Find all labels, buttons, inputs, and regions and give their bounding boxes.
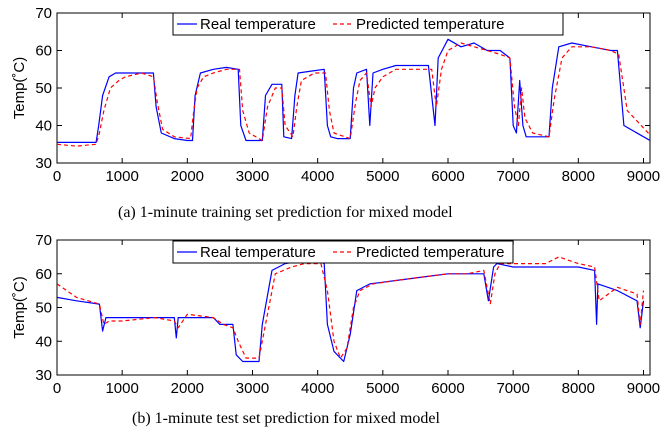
figure-caption: (b) 1-minute test set prediction for mix…	[132, 410, 440, 427]
chart-panel-b: 0 1000 2000 3000 4000 5000 6000 7000 8000 9000 30 4…	[11, 232, 660, 427]
y-tick-label: 70	[35, 5, 52, 22]
y-tick-label: 70	[35, 232, 52, 249]
legend-label: Real temperature	[200, 16, 316, 33]
series-line-real-temperature	[57, 38, 650, 143]
x-tick-label: 2000	[171, 168, 204, 185]
x-tick-label: 2000	[171, 380, 204, 397]
x-tick-label: 7000	[496, 168, 529, 185]
y-axis-label: Temp(˚C)	[11, 57, 28, 120]
x-tick-label: 7000	[496, 380, 529, 397]
legend-label: Real temperature	[200, 244, 316, 261]
legend-box	[172, 12, 564, 36]
y-tick-label: 40	[35, 333, 52, 350]
y-tick-label: 40	[35, 118, 52, 135]
x-tick-label: 5000	[366, 168, 399, 185]
x-tick-label: 1000	[105, 380, 138, 397]
x-tick-label: 5000	[366, 380, 399, 397]
y-tick-label: 30	[35, 155, 52, 172]
x-tick-label: 0	[53, 168, 61, 185]
x-tick-label: 3000	[236, 380, 269, 397]
x-tick-label: 9000	[627, 168, 660, 185]
x-tick-label: 9000	[627, 380, 660, 397]
x-tick-label: 0	[53, 380, 61, 397]
x-tick-label: 8000	[562, 168, 595, 185]
series-line-real-temperature	[57, 259, 645, 363]
series-line-predicted-temperature	[57, 256, 645, 359]
x-tick-label: 6000	[431, 168, 464, 185]
x-tick-label: 4000	[301, 380, 334, 397]
legend: Real temperature Predicted temperature	[172, 240, 514, 264]
y-tick-label: 30	[35, 367, 52, 384]
y-tick-label: 60	[35, 43, 52, 60]
legend-label: Predicted temperature	[356, 244, 504, 261]
y-tick-label: 60	[35, 266, 52, 283]
legend-label: Predicted temperature	[356, 16, 504, 33]
x-tick-label: 3000	[236, 168, 269, 185]
x-tick-label: 4000	[301, 168, 334, 185]
legend: Real temperature Predicted temperature	[172, 12, 564, 36]
y-tick-label: 50	[35, 80, 52, 97]
figure-caption: (a) 1-minute training set prediction for…	[118, 204, 453, 221]
y-tick-label: 50	[35, 300, 52, 317]
x-tick-label: 8000	[562, 380, 595, 397]
y-axis-label: Temp(˚C)	[11, 276, 28, 339]
x-tick-label: 1000	[105, 168, 138, 185]
chart-panel-a: 0 1000 2000 3000 4000 5000 6000 7000 8000 9000 30 4…	[11, 5, 660, 221]
series-line-predicted-temperature	[57, 42, 650, 147]
x-tick-label: 6000	[431, 380, 464, 397]
